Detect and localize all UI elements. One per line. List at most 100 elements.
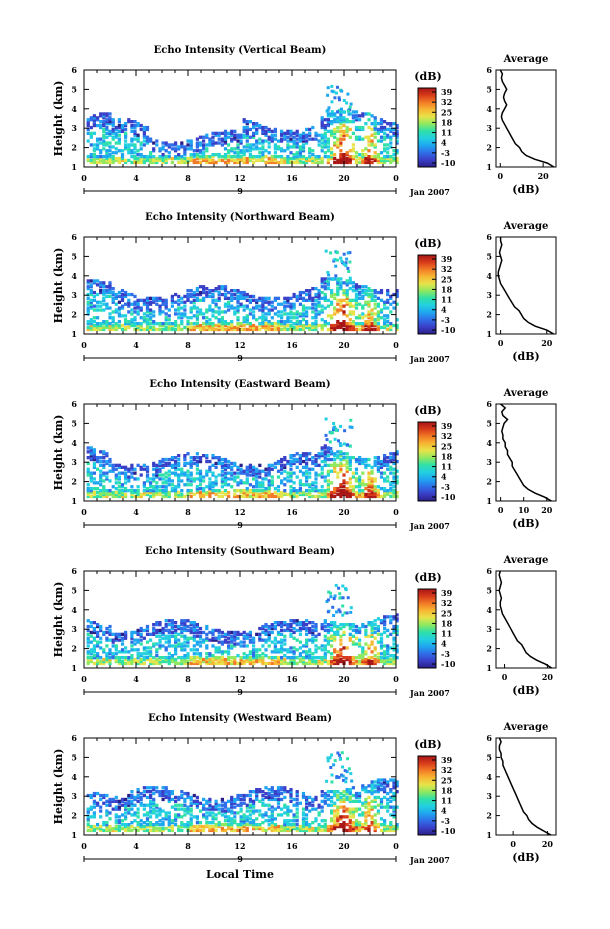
- heatmap-cell: [339, 300, 343, 304]
- heatmap-cell: [220, 630, 224, 635]
- heatmap-cell: [320, 125, 324, 130]
- heatmap-cell: [339, 133, 343, 137]
- heatmap-cell: [317, 289, 321, 293]
- heatmap-cell: [358, 127, 362, 132]
- heatmap-cell: [242, 294, 246, 299]
- heatmap-cell: [354, 306, 359, 310]
- heatmap-cell: [383, 657, 387, 662]
- heatmap-cell: [376, 459, 380, 464]
- heatmap-cell: [192, 327, 196, 332]
- heatmap-cell: [336, 659, 340, 664]
- average-x-label: (dB): [512, 517, 539, 530]
- heatmap-cell: [220, 320, 224, 324]
- heatmap-cell: [354, 298, 359, 302]
- heatmap-cell: [158, 661, 162, 666]
- heatmap-cell: [358, 644, 362, 648]
- heatmap-cell: [114, 826, 118, 831]
- heatmap-cell: [236, 661, 240, 666]
- heatmap-cell: [205, 149, 209, 153]
- heatmap-cell: [317, 300, 321, 304]
- heatmap-cell: [248, 473, 252, 477]
- heatmap-cell: [117, 320, 121, 324]
- x-tick-label: 20: [338, 507, 350, 517]
- heatmap-cell: [139, 628, 143, 633]
- heatmap-cell: [102, 308, 106, 312]
- heatmap-cell: [92, 122, 96, 126]
- heatmap-cell: [370, 465, 374, 469]
- heatmap-cell: [192, 621, 196, 625]
- heatmap-cell: [305, 650, 309, 654]
- heatmap-cell: [376, 652, 380, 656]
- average-frame: [495, 403, 557, 502]
- heatmap-cell: [142, 490, 146, 495]
- heatmap-cell: [264, 316, 268, 320]
- heatmap-cell: [367, 314, 371, 318]
- heatmap-cell: [348, 463, 352, 467]
- heatmap-cell: [308, 621, 312, 625]
- heatmap-cell: [198, 634, 203, 638]
- heatmap-cell: [252, 654, 256, 658]
- heatmap-cell: [133, 137, 137, 141]
- heatmap-cell: [117, 129, 121, 133]
- heatmap-cell: [167, 659, 171, 664]
- heatmap-cell: [152, 314, 156, 318]
- colorbar-tick-label: 11: [441, 462, 452, 472]
- heatmap-cell: [86, 652, 90, 656]
- heatmap-cell: [320, 644, 324, 648]
- heatmap-cell: [332, 422, 336, 425]
- heatmap-cell: [186, 624, 190, 629]
- heatmap-cell: [136, 638, 140, 642]
- heatmap-cell: [89, 143, 93, 147]
- heatmap-cell: [183, 153, 187, 157]
- heatmap-cell: [358, 457, 362, 462]
- heatmap-cell: [145, 135, 150, 139]
- heatmap-cell: [164, 492, 168, 497]
- heatmap-cell: [96, 642, 100, 646]
- heatmap-cell: [276, 657, 281, 662]
- heatmap-cell: [348, 135, 352, 139]
- heatmap-cell: [245, 129, 249, 133]
- heatmap-cell: [233, 642, 237, 646]
- heatmap-cell: [354, 302, 359, 306]
- heatmap-cell: [298, 322, 302, 326]
- heatmap-cell: [311, 158, 315, 163]
- heatmap-cell: [386, 155, 390, 159]
- heatmap-cell: [124, 811, 128, 815]
- heatmap-cell: [142, 327, 146, 332]
- heatmap-cell: [139, 661, 143, 666]
- heatmap-cell: [96, 624, 100, 629]
- heatmap-cell: [189, 494, 193, 499]
- heatmap-cell: [376, 156, 380, 161]
- heatmap-cell: [174, 300, 178, 304]
- heatmap-cell: [286, 628, 290, 633]
- heatmap-cell: [198, 298, 203, 302]
- heatmap-cell: [127, 292, 131, 297]
- heatmap-cell: [86, 823, 90, 827]
- heatmap-cell: [351, 489, 355, 493]
- heatmap-cell: [149, 153, 153, 157]
- heatmap-cell: [383, 494, 387, 499]
- heatmap-cell: [392, 481, 396, 485]
- heatmap-cell: [323, 306, 327, 310]
- heatmap-cell: [354, 492, 359, 497]
- heatmap-cell: [373, 626, 377, 631]
- heatmap-cell: [105, 813, 109, 817]
- heatmap-cell: [345, 160, 349, 165]
- heatmap-cell: [186, 638, 190, 642]
- heatmap-cell: [220, 155, 224, 159]
- heatmap-cell: [177, 316, 181, 320]
- heatmap-cell: [230, 325, 234, 330]
- heatmap-cell: [354, 490, 359, 495]
- heatmap-cell: [351, 304, 355, 308]
- heatmap-cell: [124, 133, 128, 137]
- heatmap-cell: [139, 158, 143, 163]
- heatmap-cell: [339, 489, 343, 493]
- heatmap-cell: [320, 489, 324, 493]
- heatmap-cell: [358, 327, 362, 332]
- heatmap-cell: [127, 467, 131, 471]
- heatmap-cell: [379, 475, 384, 479]
- heatmap-cell: [301, 659, 306, 664]
- heatmap-cell: [227, 644, 231, 648]
- average-y-tick-label: 2: [486, 310, 492, 320]
- heatmap-cell: [339, 283, 343, 287]
